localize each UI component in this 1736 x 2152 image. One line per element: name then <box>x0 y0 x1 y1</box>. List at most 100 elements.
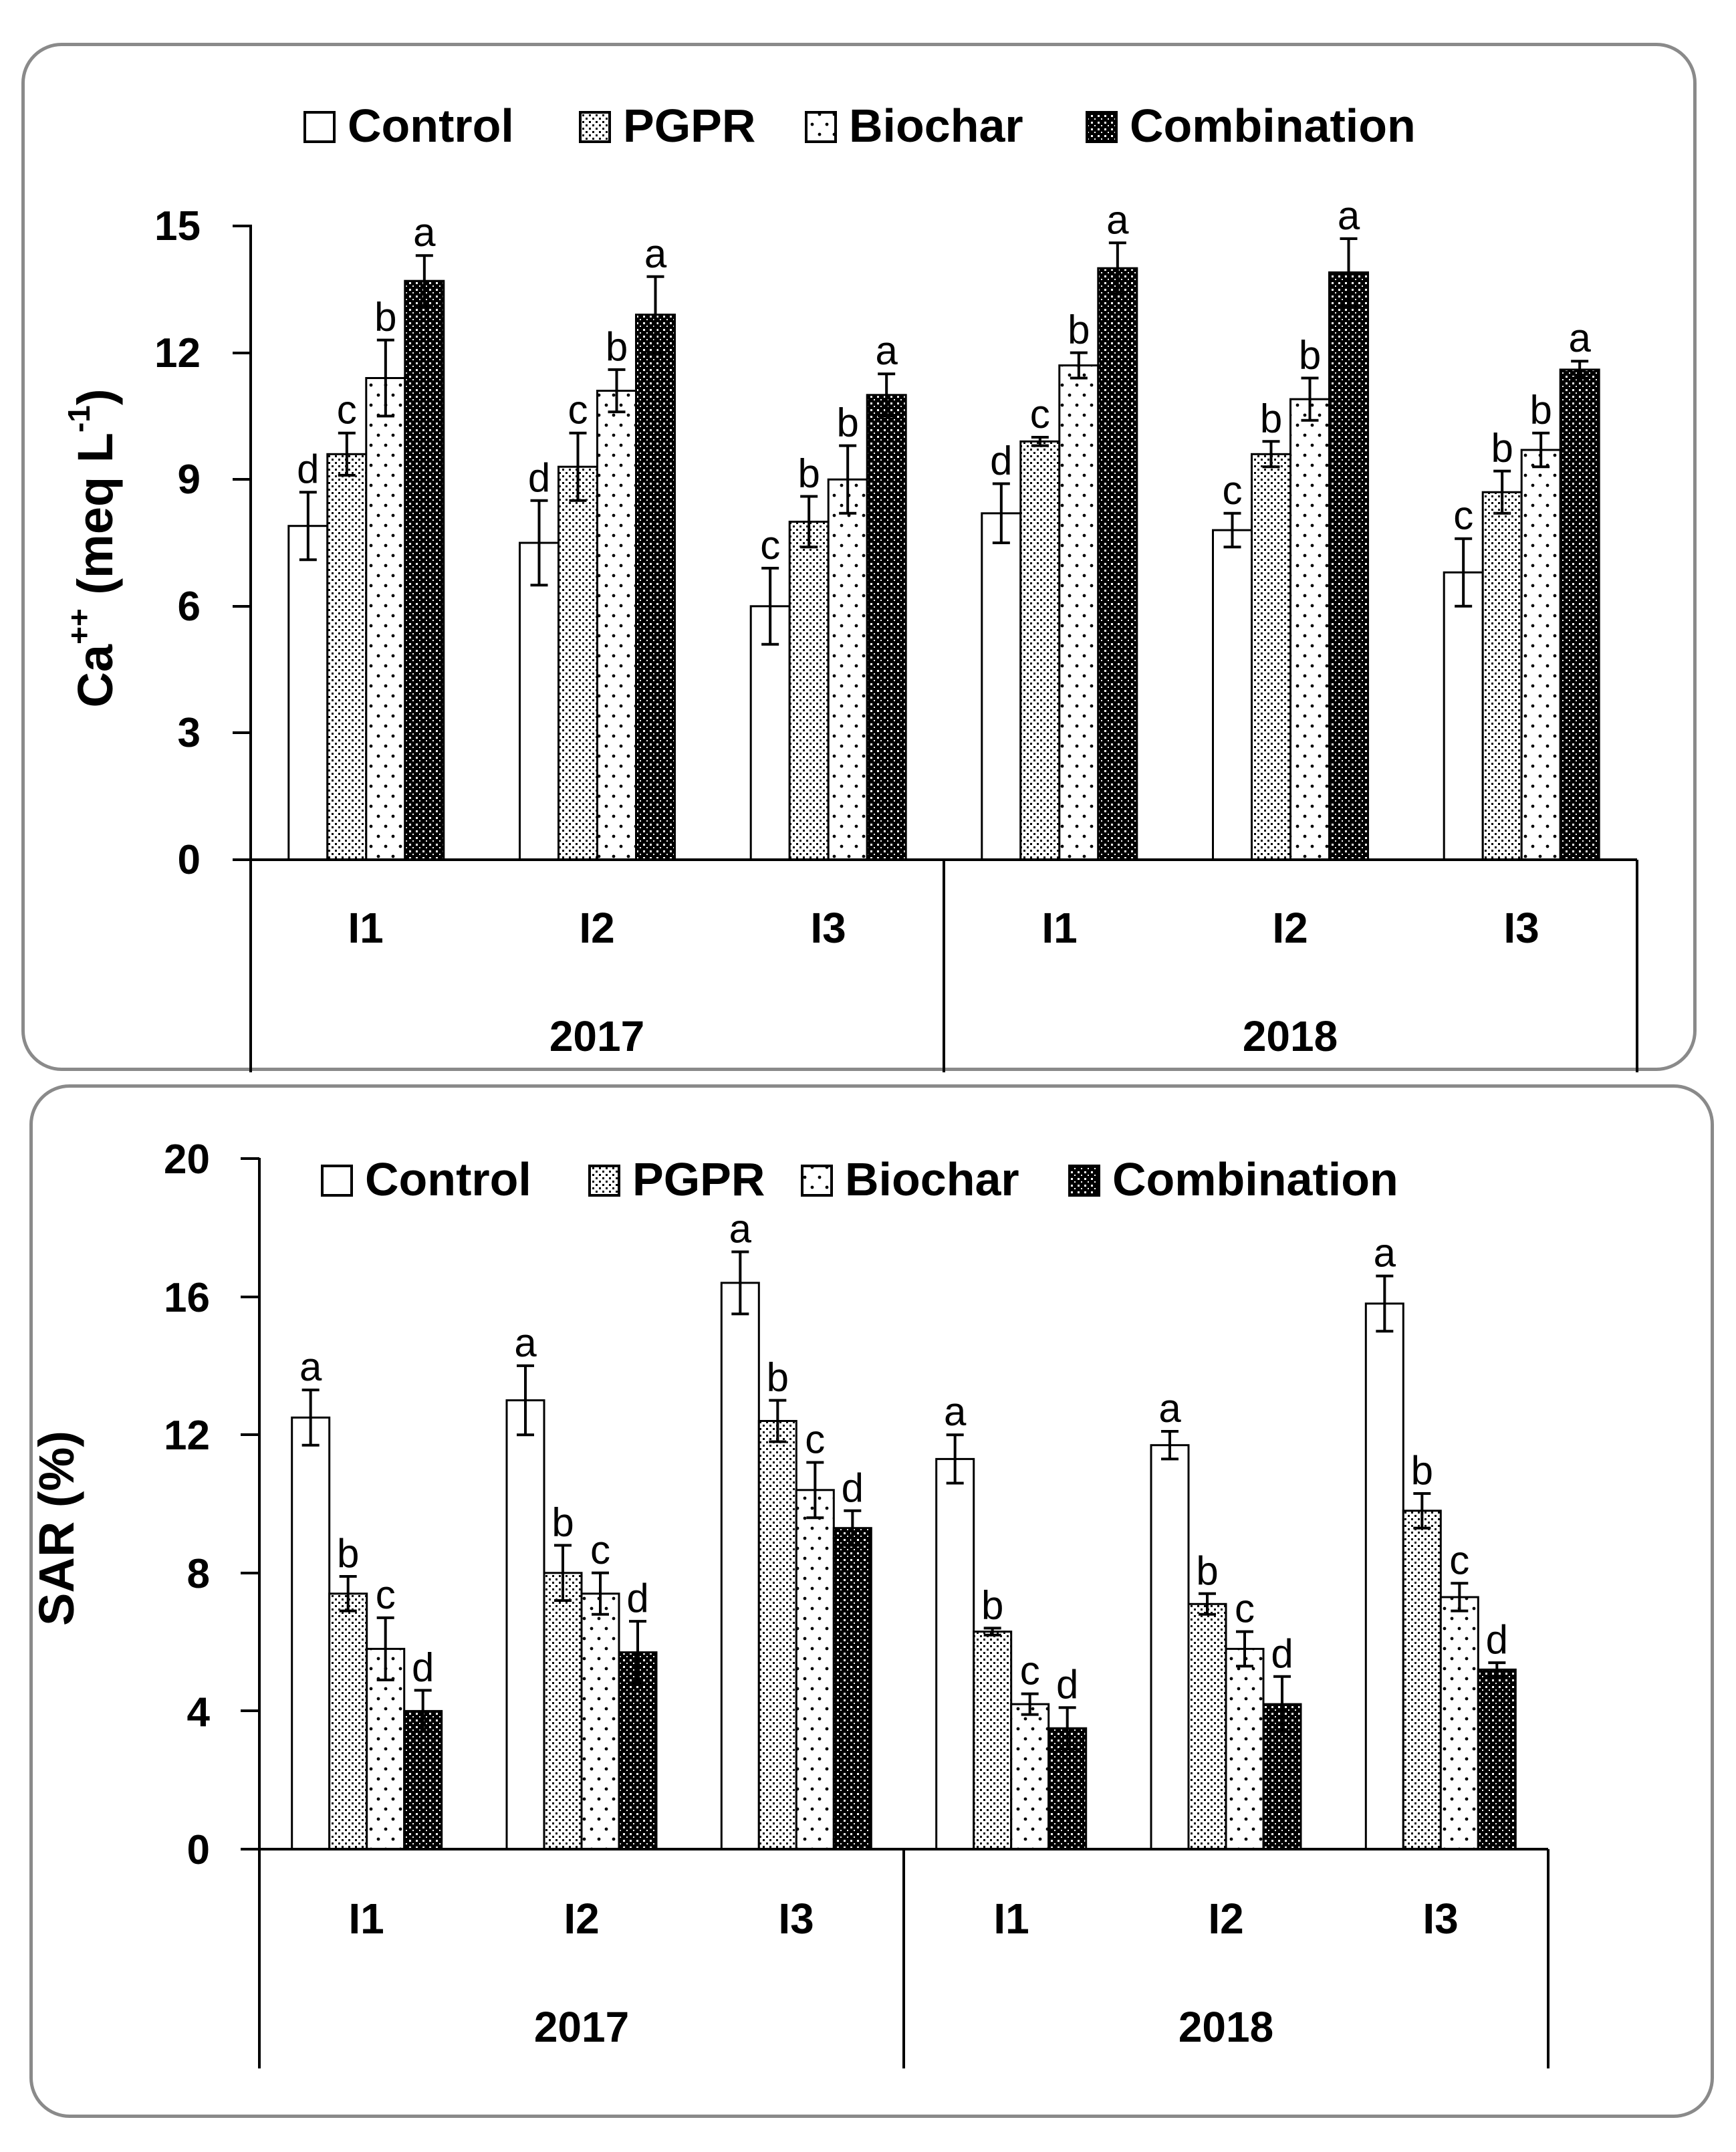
sar-significance-letter: b <box>337 1531 359 1576</box>
calcium-error-bar <box>1301 376 1319 422</box>
calcium-y-tick: 9 <box>178 457 201 503</box>
sar-significance-letter: d <box>1271 1631 1293 1676</box>
calcium-error-bar <box>1262 440 1280 469</box>
calcium-x-category: I1 <box>348 904 383 952</box>
sar-bar-control <box>720 1282 760 1850</box>
legend-label-combination: Combination <box>1130 100 1416 152</box>
sar-significance-letter: b <box>767 1355 789 1400</box>
sar-bar-pgpr <box>757 1420 797 1850</box>
calcium-bar-biochar <box>1520 449 1562 861</box>
legend-label-biochar: Biochar <box>849 100 1023 152</box>
sar-significance-letter: d <box>626 1576 648 1621</box>
sar-error-bar <box>554 1544 572 1602</box>
calcium-bar-pgpr <box>1019 440 1061 861</box>
sar-bar-control <box>935 1457 975 1850</box>
calcium-significance-letter: a <box>413 210 436 255</box>
calcium-error-bar <box>1031 436 1049 447</box>
calcium-bar-control <box>287 525 329 861</box>
calcium-significance-letter: b <box>1530 388 1552 433</box>
calcium-significance-letter: b <box>1299 333 1321 378</box>
calcium-significance-letter: a <box>1569 316 1592 360</box>
sar-bar-pgpr <box>1402 1510 1442 1850</box>
sar-significance-letter: b <box>981 1582 1003 1627</box>
calcium-error-bar <box>338 431 356 477</box>
calcium-bar-combination <box>404 279 445 861</box>
legend-label-pgpr: PGPR <box>623 100 755 152</box>
sar-x-group-2017: 2017 <box>534 2003 629 2051</box>
calcium-error-bar <box>992 482 1010 544</box>
sar-significance-letter: c <box>1020 1649 1040 1693</box>
sar-bar-biochar <box>1225 1647 1265 1850</box>
sar-significance-letter: c <box>805 1417 825 1462</box>
sar-error-bar <box>1021 1692 1039 1716</box>
calcium-error-bar <box>1532 431 1550 469</box>
legend-label-biochar: Biochar <box>845 1153 1019 1205</box>
legend-swatch-control <box>303 111 336 143</box>
calcium-bar-pgpr <box>1251 453 1291 861</box>
calcium-bar-biochar <box>596 390 637 861</box>
sar-significance-letter: b <box>1411 1448 1433 1493</box>
calcium-significance-letter: b <box>837 400 859 445</box>
calcium-significance-letter: c <box>760 523 780 568</box>
sar-error-bar <box>592 1571 609 1616</box>
legend-swatch-control <box>321 1165 353 1197</box>
sar-error-bar <box>1376 1274 1394 1333</box>
sar-x-category: I2 <box>1208 1895 1243 1943</box>
calcium-bar-control <box>1212 529 1253 861</box>
calcium-y-tick: 12 <box>154 330 201 376</box>
calcium-error-bar <box>1340 237 1358 308</box>
sar-significance-letter: a <box>299 1344 322 1389</box>
sar-significance-letter: d <box>1056 1662 1078 1707</box>
sar-y-tick: 0 <box>187 1827 210 1873</box>
calcium-x-category: I3 <box>1503 904 1539 952</box>
calcium-error-bar <box>1455 537 1473 608</box>
sar-bar-biochar <box>1439 1596 1479 1850</box>
sar-error-bar <box>1451 1582 1469 1612</box>
sar-bar-control <box>1150 1444 1190 1850</box>
legend-swatch-combination <box>1086 111 1118 143</box>
calcium-error-bar <box>530 499 548 587</box>
sar-error-bar <box>629 1620 646 1685</box>
sar-error-bar <box>1199 1592 1216 1616</box>
sar-significance-letter: d <box>412 1645 434 1689</box>
calcium-error-bar <box>608 368 626 414</box>
sar-x-category: I1 <box>993 1895 1029 1943</box>
calcium-bar-combination <box>1097 267 1138 861</box>
calcium-x-group-2018: 2018 <box>1243 1012 1338 1060</box>
calcium-x-category: I1 <box>1041 904 1077 952</box>
calcium-error-bar <box>839 444 857 515</box>
calcium-x-category: I3 <box>810 904 846 952</box>
sar-error-bar <box>769 1399 787 1443</box>
sar-error-bar <box>1058 1706 1076 1751</box>
sar-significance-letter: a <box>1158 1386 1181 1431</box>
sar-y-tick: 4 <box>187 1689 211 1736</box>
calcium-error-bar <box>1070 351 1088 380</box>
legend-swatch-pgpr <box>588 1165 620 1197</box>
calcium-significance-letter: c <box>568 388 588 433</box>
calcium-legend: Control PGPR Biochar Combination <box>303 100 1416 152</box>
calcium-bar-pgpr <box>1481 491 1523 861</box>
calcium-significance-letter: b <box>1260 396 1282 441</box>
sar-error-bar <box>376 1616 394 1681</box>
calcium-error-bar <box>761 566 779 646</box>
sar-bar-pgpr <box>328 1592 368 1850</box>
sar-error-bar <box>414 1689 432 1733</box>
sar-error-bar <box>1488 1661 1506 1678</box>
legend-label-combination: Combination <box>1112 1153 1398 1205</box>
calcium-significance-letter: c <box>1223 468 1243 513</box>
calcium-y-axis-title: Ca++ (meq L-1) <box>61 388 123 707</box>
sar-significance-letter: a <box>729 1207 752 1251</box>
sar-error-bar <box>1236 1630 1253 1668</box>
sar-bar-control <box>1364 1302 1404 1850</box>
sar-bar-control <box>291 1416 331 1850</box>
sar-error-bar <box>983 1627 1001 1637</box>
sar-error-bar <box>517 1364 534 1437</box>
calcium-significance-letter: b <box>374 295 396 340</box>
calcium-bar-combination <box>1328 271 1369 861</box>
sar-bar-combination <box>832 1527 872 1850</box>
calcium-bar-pgpr <box>326 453 368 861</box>
calcium-bar-pgpr <box>788 520 830 861</box>
